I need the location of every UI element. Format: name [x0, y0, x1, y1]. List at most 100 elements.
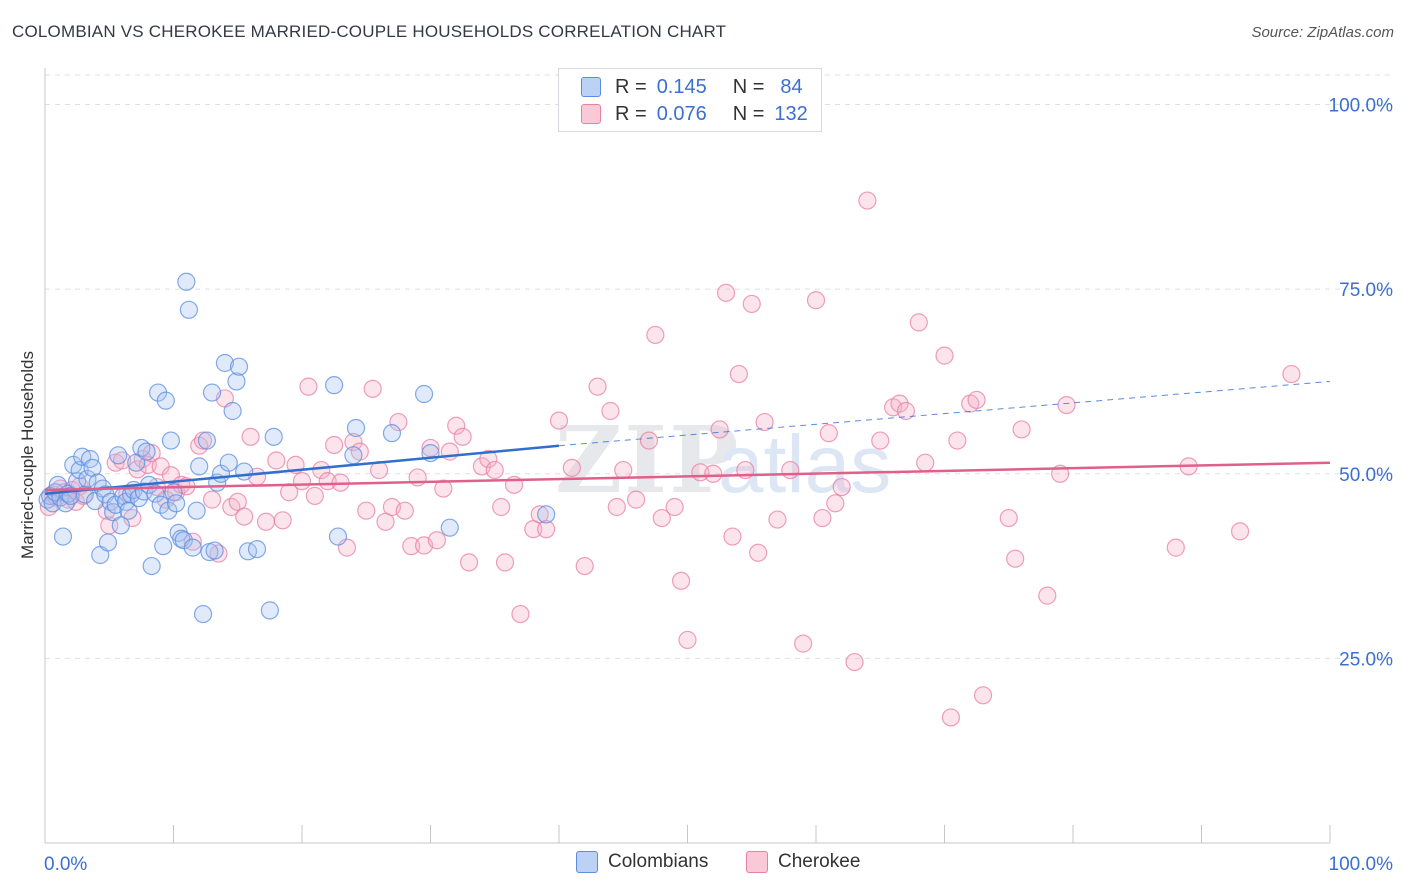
- cherokee-point: [453, 427, 472, 446]
- colombians-point: [440, 518, 459, 537]
- cherokee-point: [357, 501, 376, 520]
- cherokee-point: [492, 497, 511, 517]
- colombians-point: [154, 537, 173, 556]
- source-label: Source: ZipAtlas.com: [1251, 24, 1394, 41]
- colombians-point: [161, 431, 181, 450]
- cherokee-point: [614, 460, 633, 480]
- cherokee-point: [588, 377, 607, 396]
- cherokee-point: [781, 460, 800, 480]
- colombians-point: [414, 384, 434, 404]
- cherokee-point: [485, 460, 504, 480]
- pink-swatch-icon: [581, 104, 601, 124]
- cherokee-point: [479, 449, 498, 469]
- cherokee-point: [267, 451, 286, 470]
- colombians-point: [142, 556, 161, 576]
- colombians-point: [382, 424, 402, 443]
- r-value: 0.145: [656, 75, 707, 98]
- cherokee-point: [1012, 420, 1031, 439]
- cherokee-point: [755, 412, 774, 432]
- watermark-atlas: atlas: [718, 419, 891, 510]
- cherokee-point: [447, 416, 466, 435]
- colombians-point: [109, 446, 128, 465]
- colombians-point: [227, 372, 246, 391]
- n-label: N =: [732, 102, 765, 125]
- cherokee-point: [1166, 538, 1185, 557]
- colombians-point: [247, 539, 267, 559]
- cherokee-point: [806, 291, 826, 310]
- cherokee-point: [652, 508, 671, 528]
- cherokee-point: [1038, 586, 1057, 605]
- cherokee-point: [549, 411, 569, 430]
- cherokee-point: [845, 652, 864, 672]
- cherokee-point: [832, 477, 851, 497]
- cherokee-point: [459, 553, 479, 572]
- colombians-point: [137, 442, 156, 461]
- cherokee-point: [742, 294, 761, 314]
- cherokee-point: [1282, 364, 1301, 384]
- cherokee-point: [128, 460, 147, 479]
- blue-swatch-icon: [576, 851, 598, 873]
- colombians-point: [53, 527, 73, 546]
- colombians-point: [537, 505, 556, 524]
- x-tick-label: 0.0%: [44, 854, 87, 875]
- colombians-point: [98, 533, 118, 552]
- r-label: R =: [615, 75, 647, 98]
- cherokee-point: [389, 412, 408, 432]
- cherokee-point: [273, 511, 292, 530]
- cherokee-point: [256, 512, 276, 531]
- cherokee-point: [749, 543, 768, 562]
- cherokee-point: [967, 390, 986, 410]
- legend-row-colombians: R = 0.145 N = 84: [581, 75, 803, 99]
- colombians-point: [159, 501, 178, 520]
- colombians-point: [325, 376, 344, 395]
- cherokee-point: [537, 520, 556, 539]
- cherokee-point: [1006, 549, 1025, 568]
- cherokee-point: [299, 377, 318, 396]
- cherokee-point: [156, 490, 175, 509]
- cherokee-point: [999, 508, 1018, 528]
- legend-item-cherokee[interactable]: Cherokee: [746, 851, 860, 873]
- y-tick-label: 25.0%: [1339, 649, 1393, 670]
- cherokee-point: [723, 527, 742, 546]
- colombians-trend-line: [44, 444, 560, 495]
- colombians-point: [260, 601, 279, 620]
- legend-label: Colombians: [608, 851, 709, 872]
- cherokee-point: [646, 325, 665, 345]
- cherokee-point: [427, 531, 447, 550]
- cherokee-point: [704, 464, 723, 483]
- cherokee-point: [716, 283, 736, 302]
- colombians-point: [78, 469, 97, 489]
- x-tick-label: 100.0%: [1329, 854, 1394, 875]
- cherokee-point: [826, 494, 845, 513]
- cherokee-point: [434, 479, 453, 498]
- colombians-point: [202, 383, 222, 402]
- colombians-point: [264, 427, 283, 446]
- cherokee-point: [678, 630, 697, 650]
- y-tick-label: 100.0%: [1329, 96, 1394, 117]
- cherokee-point: [813, 508, 832, 528]
- cherokee-point: [896, 401, 916, 421]
- cherokee-point: [941, 708, 961, 727]
- cherokee-point: [421, 438, 440, 458]
- cherokee-point: [305, 486, 324, 506]
- axes: [44, 68, 1331, 844]
- colombians-point: [166, 494, 186, 513]
- cherokee-point: [363, 379, 382, 398]
- cherokee-point: [495, 553, 515, 572]
- legend-row-cherokee: R = 0.076 N = 132: [581, 102, 808, 126]
- cherokee-point: [671, 571, 691, 590]
- cherokee-point: [768, 510, 787, 529]
- colombians-point: [187, 501, 206, 520]
- cherokee-point: [948, 431, 967, 450]
- colombians-point: [344, 446, 363, 465]
- cherokee-point: [562, 458, 581, 477]
- legend-item-colombians[interactable]: Colombians: [576, 851, 708, 873]
- cherokee-point: [858, 191, 877, 210]
- trend-lines: [44, 380, 1331, 495]
- colombians-point: [215, 353, 234, 373]
- colombians-point: [177, 272, 196, 291]
- cherokee-point: [325, 435, 344, 455]
- cherokee-point: [729, 364, 749, 384]
